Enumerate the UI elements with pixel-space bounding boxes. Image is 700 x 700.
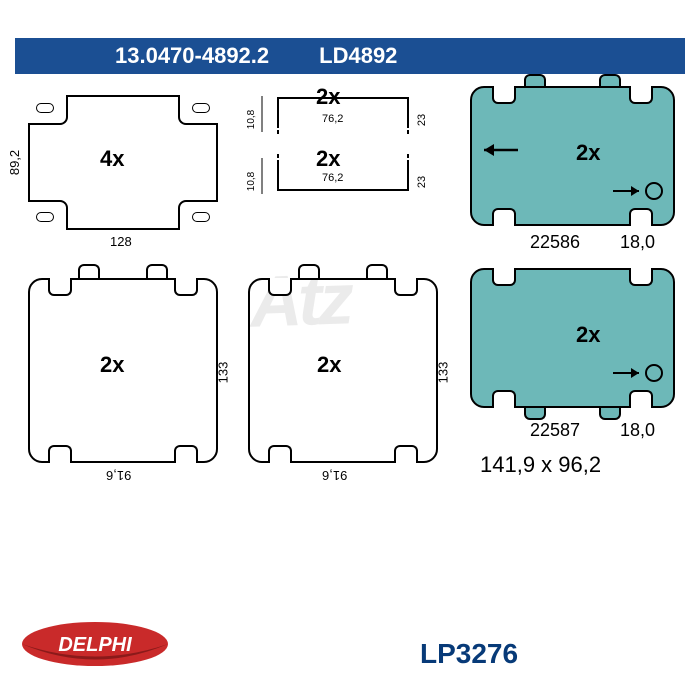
filled-pad-2: [470, 268, 675, 408]
clip2-len: 76,2: [322, 172, 343, 184]
fpad1-code: 22586: [530, 232, 580, 253]
outpad1-h: 133: [215, 362, 230, 384]
outpad1-w: 91,6: [106, 468, 131, 483]
fpad1-qty: 2x: [576, 140, 600, 166]
outpad2-qty: 2x: [317, 352, 341, 378]
fpad1-thk: 18,0: [620, 232, 655, 253]
delphi-logo: DELPHI: [20, 617, 170, 672]
shim-height: 89,2: [7, 150, 22, 175]
clip1-h: 23: [416, 114, 428, 126]
part-number: LP3276: [420, 638, 518, 670]
clip2-t: 10,8: [246, 172, 257, 191]
fpad2-code: 22587: [530, 420, 580, 441]
clip1-qty: 2x: [316, 84, 340, 110]
overall-dim: 141,9 x 96,2: [480, 452, 601, 478]
shim-qty: 4x: [100, 146, 124, 172]
header-code-2: LD4892: [319, 43, 397, 69]
header-code-1: 13.0470-4892.2: [115, 43, 269, 69]
header-bar: 13.0470-4892.2 LD4892: [15, 38, 685, 74]
shim-width: 128: [110, 234, 132, 249]
clip1-t: 10,8: [246, 110, 257, 129]
fpad2-qty: 2x: [576, 322, 600, 348]
outpad2-w: 91,6: [322, 468, 347, 483]
filled-pad-1: [470, 86, 675, 226]
clip2-qty: 2x: [316, 146, 340, 172]
svg-text:DELPHI: DELPHI: [58, 634, 132, 656]
clip2-h: 23: [416, 176, 428, 188]
clip1-len: 76,2: [322, 113, 343, 125]
outpad2-h: 133: [435, 362, 450, 384]
outline-pad-2: [248, 278, 438, 463]
fpad2-thk: 18,0: [620, 420, 655, 441]
outpad1-qty: 2x: [100, 352, 124, 378]
